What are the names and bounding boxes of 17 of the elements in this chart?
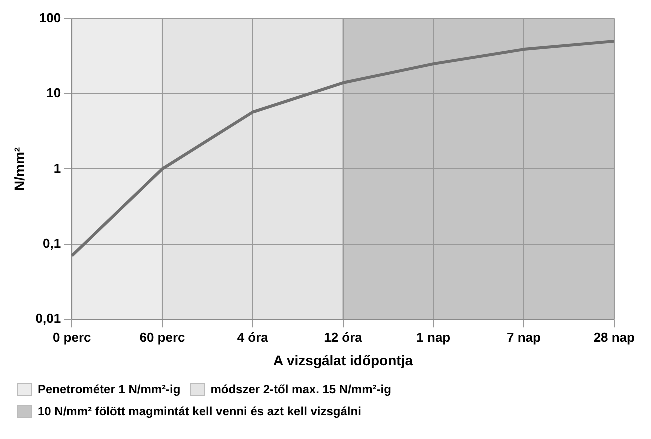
x-tick-label: 7 nap [507,330,542,345]
legend-label: 10 N/mm² fölött magmintát kell venni és azt kell vizsgálni [38,404,362,418]
legend-label: módszer 2-től max. 15 N/mm²-ig [210,382,392,396]
x-tick-label: 0 perc [52,330,92,345]
x-tick-label: 28 nap [594,330,636,345]
y-tick-label: 10 [46,86,62,101]
y-tick-label: 0,01 [36,311,62,326]
x-tick-label: 1 nap [416,330,451,345]
x-axis-title: A vizsgálat időpontja [274,352,414,368]
y-tick-label: 1 [54,160,62,176]
x-tick-label: 60 perc [140,330,186,345]
y-tick-label: 100 [39,10,62,26]
y-axis-title: N/mm² [11,147,28,191]
y-tick-label: 0,1 [43,236,62,251]
x-tick-label: 4 óra [237,330,270,345]
legend-label: Penetrométer 1 N/mm²-ig [38,382,181,396]
x-tick-label: 12 óra [324,330,364,345]
